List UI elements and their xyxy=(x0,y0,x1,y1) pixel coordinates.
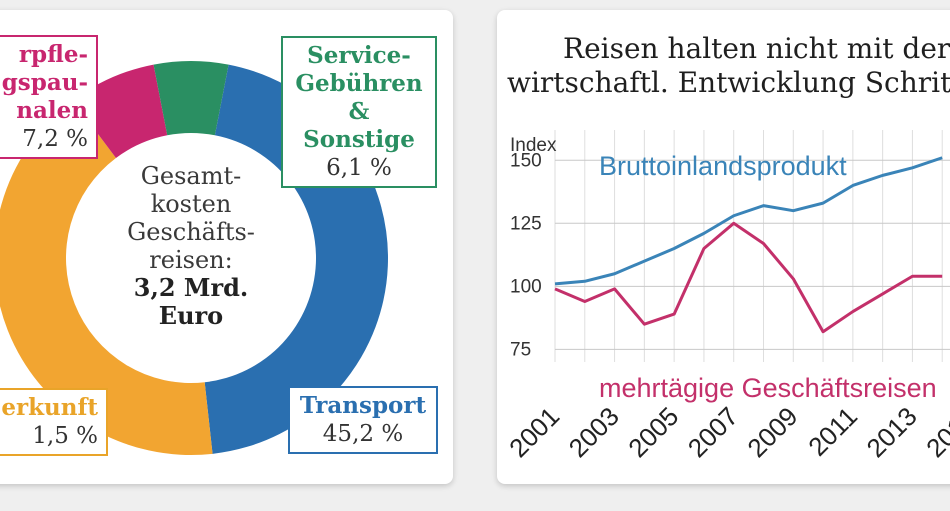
category-line: erkunft xyxy=(1,394,98,421)
percent-value: 6,1 % xyxy=(326,155,392,181)
category-line: rpfle- xyxy=(18,41,88,68)
y-tick-label: 100 xyxy=(510,276,542,297)
category-line: Gebühren xyxy=(295,70,423,97)
title-line: Reisen halten nicht mit der xyxy=(563,32,950,65)
y-tick-label: 125 xyxy=(510,213,542,234)
center-line: reisen: xyxy=(149,246,233,274)
y-tick-label: 150 xyxy=(510,150,542,171)
percent-value: 45,2 % xyxy=(322,421,404,447)
chart-title: Reisen halten nicht mit der wirtschaftl.… xyxy=(507,32,950,100)
x-tick-label: 2005 xyxy=(622,401,684,463)
x-tick-label: 2015 xyxy=(920,401,950,463)
donut-slice xyxy=(0,100,213,455)
center-line: Geschäfts- xyxy=(127,218,255,246)
category-line: Transport xyxy=(299,392,427,419)
total-unit: Euro xyxy=(158,301,224,330)
x-tick-label: 2011 xyxy=(802,401,863,462)
y-tick-label: 75 xyxy=(510,339,531,360)
x-tick-label: 2007 xyxy=(682,401,744,463)
trend-panel: Reisen halten nicht mit der wirtschaftl.… xyxy=(497,10,950,484)
x-tick-label: 2013 xyxy=(861,401,923,463)
label-unterkunft: erkunft 1,5 % xyxy=(0,388,108,456)
label-verpflegung: rpfle- gspau- nalen 7,2 % xyxy=(0,35,98,159)
label-service: Service- Gebühren & Sonstige 6,1 % xyxy=(281,36,437,188)
series-line xyxy=(554,221,943,334)
label-transport: Transport 45,2 % xyxy=(288,386,438,454)
y-axis-label: Index xyxy=(510,135,557,156)
x-tick-label: 2001 xyxy=(503,401,565,463)
percent-value: 7,2 % xyxy=(22,126,88,152)
category-line: & Sonstige xyxy=(303,98,415,153)
cost-breakdown-panel: Gesamt- kosten Geschäfts- reisen: 3,2 Mr… xyxy=(0,10,453,484)
series-label-gdp: Bruttoinlandsprodukt xyxy=(599,151,847,181)
series-label-trips: mehrtägige Geschäftsreisen xyxy=(599,373,937,403)
donut-slice xyxy=(153,60,229,136)
center-line: Gesamt- xyxy=(140,162,242,190)
x-tick-label: 2003 xyxy=(563,401,625,463)
x-tick-label: 2009 xyxy=(741,401,803,463)
category-line: Service- xyxy=(307,42,411,69)
series-line xyxy=(554,156,943,286)
category-line: nalen xyxy=(16,97,88,124)
category-line: gspau- xyxy=(1,69,88,96)
title-line: wirtschaftl. Entwicklung Schritt xyxy=(507,66,950,99)
donut-center-label: Gesamt- kosten Geschäfts- reisen: 3,2 Mr… xyxy=(106,162,276,330)
percent-value: 1,5 % xyxy=(32,423,98,449)
total-amount: 3,2 Mrd. xyxy=(133,273,249,302)
center-line: kosten xyxy=(150,190,232,218)
